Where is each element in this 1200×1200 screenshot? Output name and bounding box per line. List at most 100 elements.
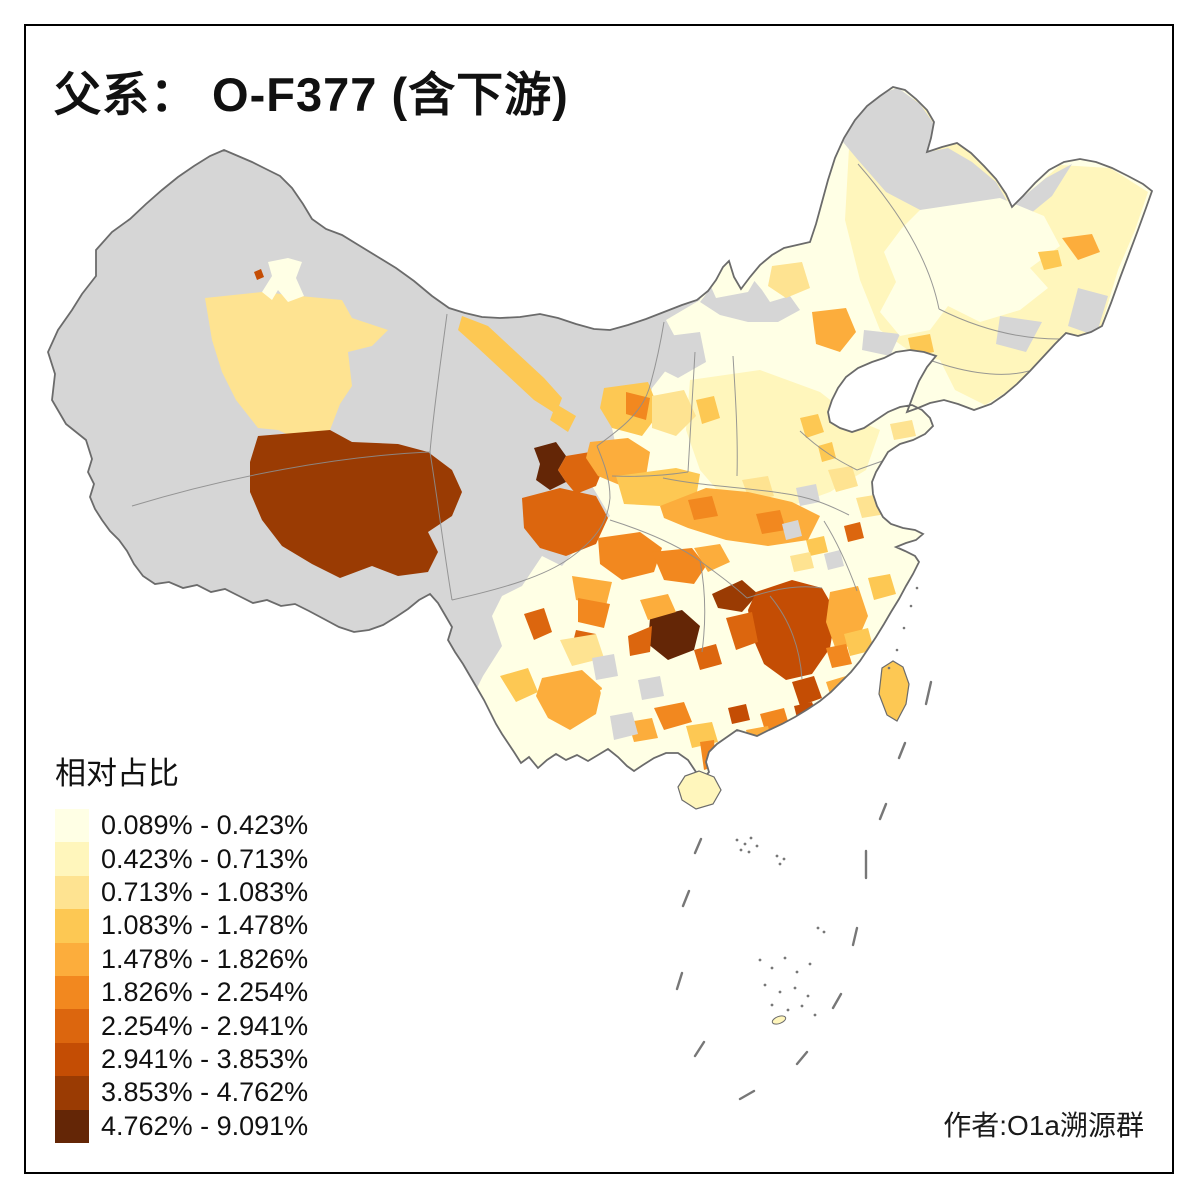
legend-row: 0.423% - 0.713%: [55, 842, 309, 876]
legend-range-label: 0.089% - 0.423%: [101, 810, 309, 841]
legend-range-label: 1.083% - 1.478%: [101, 910, 309, 941]
map-region-chenzhou: [792, 676, 822, 706]
legend-swatch: [55, 975, 89, 1010]
map-region-anhui-gray: [824, 550, 844, 570]
map-region-yunnan-c4: [500, 668, 538, 702]
legend-range-label: 0.423% - 0.713%: [101, 843, 309, 874]
map-region-qinghai-haixi: [250, 430, 462, 578]
map-region-cq-east: [694, 544, 730, 572]
map-region-fujian-c4: [844, 628, 874, 656]
map-region-yunnan-cream: [600, 686, 630, 712]
map-region-beijing: [800, 414, 824, 438]
map-region-hunan-west: [726, 612, 758, 650]
legend-range-label: 1.478% - 1.826%: [101, 943, 309, 974]
legend-row: 2.254% - 2.941%: [55, 1009, 309, 1043]
map-region-chengdu: [598, 532, 662, 580]
map-region-ne-cream: [880, 198, 1060, 336]
map-region-sichuan-south: [572, 576, 612, 606]
legend-row: 1.083% - 1.478%: [55, 909, 309, 943]
scs-islet: [771, 1015, 787, 1025]
map-region-qinba: [616, 468, 700, 506]
legend: 相对占比 0.089% - 0.423% 0.423% - 0.713% 0.713…: [55, 748, 308, 1143]
map-region-shanxi: [696, 396, 720, 424]
attribution: 作者:O1a溯源群: [943, 1110, 1144, 1141]
map-region-hlj-east: [1068, 288, 1108, 336]
legend-entries: 0.089% - 0.423% 0.423% - 0.713% 0.713% - 1…: [55, 809, 308, 1143]
map-region-jiangxi-c6: [826, 644, 852, 668]
map-region-tongliao: [768, 262, 810, 298]
map-region-liangshan: [578, 598, 610, 628]
map-region-sichuan-west: [522, 488, 608, 556]
map-region-anhui-c4: [806, 536, 828, 556]
legend-swatch: [55, 909, 89, 943]
legend-row: 2.941% - 3.853%: [55, 1042, 309, 1077]
map-region-yunnan-gray-b: [610, 712, 638, 740]
national-border: [47, 86, 1154, 781]
legend-swatch: [55, 809, 89, 843]
legend-range-label: 2.941% - 3.853%: [101, 1043, 309, 1074]
legend-swatch: [55, 1009, 89, 1043]
map-region-guizhou-c5: [640, 594, 676, 620]
page-title: 父系： O-F377 (含下游): [54, 68, 569, 121]
legend-swatch: [55, 1042, 89, 1077]
map-region-hexi: [458, 316, 562, 414]
map-region-jiamusi: [1062, 234, 1100, 260]
legend-swatch: [55, 942, 89, 976]
map-region-nw-hunan: [712, 580, 758, 612]
map-region-gx-c8: [728, 704, 750, 724]
map-region-ningxia-orange: [626, 392, 650, 420]
map-region-guizhou-a: [628, 626, 652, 656]
map-region-gannan-dark: [534, 442, 566, 490]
map-region-guizhou-dark: [648, 610, 700, 660]
legend-swatch: [55, 1109, 89, 1143]
legend-range-label: 3.853% - 4.762%: [101, 1077, 309, 1108]
map-region-anhui-c3: [790, 552, 814, 572]
legend-swatch: [55, 842, 89, 876]
map-region-guangxi-gray: [638, 676, 664, 700]
legend-range-label: 0.713% - 1.083%: [101, 876, 309, 907]
map-region-jilin-gray: [996, 316, 1042, 352]
province-borders: [131, 163, 1060, 680]
legend-swatch: [55, 875, 89, 910]
map-region-hlj-streak: [1012, 164, 1072, 214]
map-region-yunnan-gray-a: [592, 654, 618, 680]
hainan-island: [677, 770, 722, 810]
legend-range-label: 2.254% - 2.941%: [101, 1010, 309, 1041]
plot-frame: [24, 24, 1174, 1174]
map-region-jiangsu-c7: [844, 522, 864, 542]
legend-title: 相对占比: [55, 756, 179, 791]
taiwan-island: [878, 660, 910, 722]
legend-row: 0.089% - 0.423%: [55, 809, 309, 843]
legend-row: 3.853% - 4.762%: [55, 1076, 309, 1110]
map-region-zhejiang: [868, 574, 896, 600]
legend-row: 1.478% - 1.826%: [55, 942, 309, 976]
legend-row: 0.713% - 1.083%: [55, 875, 309, 910]
map-region-urumqi-cream: [262, 258, 304, 302]
south-china-sea-islands: [735, 586, 919, 1024]
map-region-guizhou-b: [694, 644, 722, 670]
legend-swatch: [55, 1076, 89, 1110]
nine-dash-line: [675, 680, 933, 1101]
map-region-hulunbuir: [832, 88, 1010, 226]
legend-range-label: 4.762% - 9.091%: [101, 1110, 309, 1141]
map-region-shaanxi-north: [652, 390, 696, 436]
map-region-urumqi-dot: [254, 269, 264, 280]
map-region-arxan-gray: [862, 330, 900, 356]
map-region-hubei-a: [688, 496, 718, 520]
map-region-guangxi-c5: [628, 718, 658, 742]
map-region-hubei-gray: [782, 520, 802, 540]
map-region-chifeng: [812, 308, 856, 352]
map-region-shandong-b: [890, 420, 916, 440]
map-region-guangxi-c6: [654, 702, 692, 730]
map-region-ne-gold: [1038, 250, 1062, 270]
map-region-yunnan-nw: [524, 608, 552, 640]
map-region-yunnan-center: [536, 670, 602, 730]
map-region-xinjiang-south: [205, 292, 388, 444]
legend-row: 1.826% - 2.254%: [55, 975, 308, 1010]
map-region-chongqing: [652, 548, 706, 584]
map-region-hunan: [748, 580, 836, 680]
map-region-hexi-spur: [550, 404, 576, 432]
map-region-shandong-a: [828, 466, 858, 492]
